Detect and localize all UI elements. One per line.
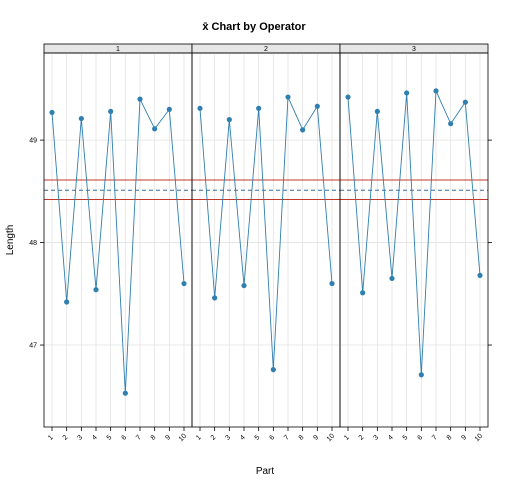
x-tick-label: 2 — [62, 434, 70, 442]
x-tick-label: 10 — [178, 433, 189, 444]
x-tick-label: 7 — [135, 434, 143, 442]
series-line — [51, 97, 185, 394]
x-tick-label: 3 — [372, 434, 380, 442]
chart-title: x̄ Chart by Operator — [202, 21, 306, 33]
x-tick-label: 9 — [312, 434, 320, 442]
strip-label: 2 — [264, 46, 268, 53]
data-point — [152, 126, 158, 132]
x-tick-label: 4 — [91, 434, 99, 442]
x-tick-label: 8 — [446, 434, 454, 442]
x-tick-label: 9 — [460, 434, 468, 442]
y-tick-label: 48 — [29, 240, 37, 247]
data-point — [462, 99, 468, 105]
x-tick-label: 8 — [298, 434, 306, 442]
y-axis: 47 48 49 — [29, 138, 492, 350]
data-point — [137, 96, 143, 102]
data-point — [477, 272, 483, 278]
data-point — [433, 88, 439, 94]
x-tick-label: 1 — [47, 434, 55, 442]
panel-3: 31 2 3 4 5 6 7 8 9 10 — [339, 43, 489, 444]
strip-label: 3 — [412, 46, 416, 53]
data-point — [329, 280, 335, 287]
x-tick-label: 4 — [239, 434, 247, 442]
data-point — [389, 275, 395, 282]
strip-label: 1 — [116, 46, 120, 53]
x-tick-label: 4 — [387, 434, 395, 442]
x-tick-label: 10 — [326, 433, 337, 444]
x-tick-label: 6 — [416, 434, 424, 442]
x-tick-label: 6 — [268, 434, 276, 442]
data-point — [181, 280, 187, 287]
panel-1: 11 2 3 4 5 6 7 8 9 10 — [43, 43, 193, 444]
data-point — [374, 108, 380, 115]
data-point — [314, 103, 320, 109]
data-point — [93, 287, 99, 293]
y-axis-label: Length — [5, 225, 16, 256]
x-tick-label: 9 — [164, 434, 172, 442]
x-tick-label: 5 — [254, 434, 262, 442]
series-line — [199, 96, 333, 370]
x-axis-label: Part — [256, 466, 275, 477]
data-point — [108, 108, 114, 115]
data-point — [78, 115, 84, 122]
x-tick-label: 3 — [76, 434, 84, 442]
data-point — [300, 127, 306, 133]
x-tick-label: 2 — [210, 434, 218, 442]
x-tick-label: 7 — [431, 434, 439, 442]
x-tick-label: 5 — [402, 434, 410, 442]
x-tick-label: 3 — [224, 434, 232, 442]
data-point — [197, 105, 203, 111]
x-tick-label: 10 — [474, 433, 485, 444]
data-point — [256, 105, 262, 111]
data-point — [270, 367, 276, 373]
x-tick-label: 1 — [343, 434, 351, 442]
y-tick-label: 47 — [29, 343, 37, 350]
x-tick-label: 5 — [106, 434, 114, 442]
x-tick-label: 2 — [358, 434, 366, 442]
data-point — [226, 117, 232, 123]
series-line — [347, 90, 481, 375]
x-tick-label: 1 — [195, 434, 203, 442]
data-point — [122, 390, 128, 396]
data-point — [345, 94, 351, 100]
panel-2: 21 2 3 4 5 6 7 8 9 10 — [191, 43, 341, 444]
data-point — [212, 295, 218, 301]
data-point — [166, 106, 172, 112]
data-point — [360, 290, 366, 296]
data-point — [448, 121, 454, 127]
data-point — [418, 372, 424, 378]
data-point — [64, 299, 70, 305]
y-tick-label: 49 — [29, 138, 37, 145]
data-point — [404, 90, 410, 96]
x-tick-label: 8 — [150, 434, 158, 442]
data-point — [241, 282, 247, 289]
data-point — [49, 109, 55, 116]
x-tick-label: 6 — [120, 434, 128, 442]
x-tick-label: 7 — [283, 434, 291, 442]
data-point — [285, 94, 291, 100]
panel-border — [339, 52, 489, 428]
